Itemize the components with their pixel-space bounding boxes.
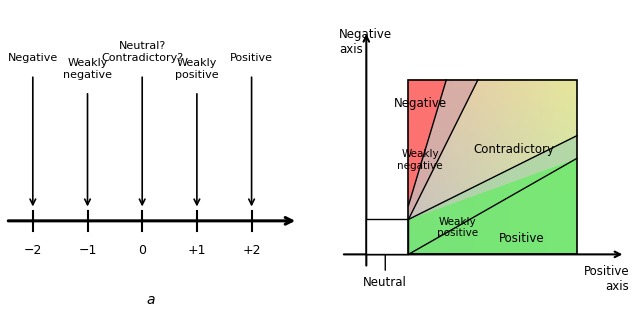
Text: Positive: Positive [499, 232, 545, 245]
Text: −1: −1 [78, 244, 97, 257]
Text: +1: +1 [188, 244, 206, 257]
Text: Negative: Negative [394, 97, 447, 110]
Text: Neutral?
Contradictory?: Neutral? Contradictory? [101, 41, 183, 63]
Polygon shape [408, 80, 446, 206]
Bar [366, 219, 408, 254]
Text: Weakly
negative: Weakly negative [63, 58, 112, 80]
Text: −2: −2 [24, 244, 42, 257]
Text: Positive
axis: Positive axis [584, 265, 630, 293]
Text: Weakly
positive: Weakly positive [175, 58, 219, 80]
Text: Positive: Positive [230, 53, 273, 63]
Bar [408, 80, 577, 254]
Polygon shape [408, 158, 577, 254]
Polygon shape [408, 136, 577, 219]
Text: Negative
axis: Negative axis [339, 28, 392, 55]
Text: a: a [146, 293, 155, 307]
Text: +2: +2 [243, 244, 261, 257]
Text: 0: 0 [138, 244, 146, 257]
Text: Neutral: Neutral [364, 241, 407, 289]
Polygon shape [408, 80, 478, 219]
Text: Weakly
negative: Weakly negative [397, 149, 443, 171]
Text: Weakly
positive: Weakly positive [437, 217, 479, 238]
Text: Contradictory: Contradictory [473, 143, 554, 156]
Text: Negative: Negative [8, 53, 58, 63]
